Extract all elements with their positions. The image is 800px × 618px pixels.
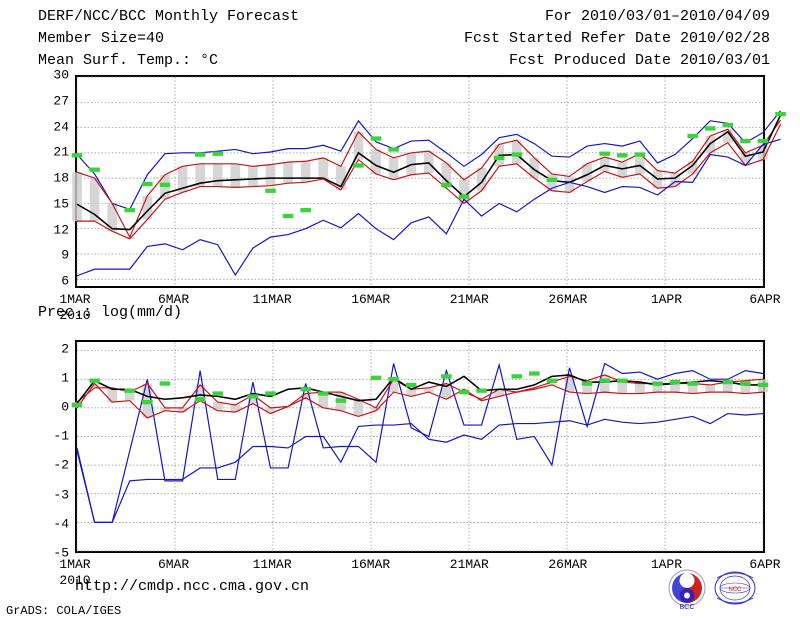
y-axis-tick-label: 12 — [53, 222, 69, 237]
x-axis-tick-label[interactable]: 26MAR — [548, 292, 587, 307]
ncc-text-label: NCC — [729, 587, 743, 593]
fcst-produced-label: Fcst Produced Date 2010/03/01 — [509, 52, 770, 69]
x-axis-tick-label[interactable]: 21MAR — [450, 557, 489, 572]
y-axis-tick-label: 0 — [61, 400, 69, 415]
fcst-started-label: Fcst Started Refer Date 2010/02/28 — [464, 30, 770, 47]
y-axis-tick-label: 18 — [53, 171, 69, 186]
temperature-chart-panel: 6 9 12 15 18 21 24 27 30 1MAR 2010 6MAR 11MAR 16MAR 2… — [75, 75, 765, 288]
x-axis-tick-label[interactable]: 6APR — [749, 292, 780, 307]
chart-title: DERF/NCC/BCC Monthly Forecast — [38, 8, 299, 25]
x-axis-tick-label[interactable]: 1APR — [651, 292, 682, 307]
x-axis-tick-label[interactable]: 6MAR — [158, 557, 189, 572]
mean-surf-label: Mean Surf. Temp.: °C — [38, 52, 218, 69]
footer-grads-label: GrADS: COLA/IGES — [6, 604, 121, 618]
y-axis-tick-label: -1 — [53, 429, 69, 444]
y-axis-tick-label: 15 — [53, 196, 69, 211]
y-axis-tick-label: 27 — [53, 93, 69, 108]
prec-label: Prec.: log(mm/d) — [38, 304, 182, 321]
precipitation-chart-panel: -5 -4 -3 -2 -1 0 1 2 1MAR 2010 6MAR 11MAR 16MAR 21MA… — [75, 340, 765, 553]
x-axis-tick-label[interactable]: 16MAR — [351, 292, 390, 307]
x-axis-tick-label[interactable]: 11MAR — [253, 557, 292, 572]
bcc-text-label: BCC — [680, 604, 695, 611]
x-axis-tick-label[interactable]: 21MAR — [450, 292, 489, 307]
organization-logos-svg: BCC NCC — [665, 568, 795, 618]
y-axis-tick-label: 2 — [61, 341, 69, 356]
x-axis-tick-label[interactable]: 16MAR — [351, 557, 390, 572]
y-axis-tick-label: -2 — [53, 458, 69, 473]
y-axis-tick-label: 1 — [61, 370, 69, 385]
for-date-label: For 2010/03/01–2010/04/09 — [545, 8, 770, 25]
y-axis-tick-label: 21 — [53, 145, 69, 160]
member-size-label: Member Size=40 — [38, 30, 164, 47]
y-axis-tick-label: -4 — [53, 516, 69, 531]
x-axis-tick-label[interactable]: 1MAR — [59, 557, 90, 572]
temperature-x-axis-labels[interactable]: 1MAR 2010 6MAR 11MAR 16MAR 21MAR 26MAR 1APR 6APR — [75, 75, 765, 288]
bcc-logo-icon: BCC — [669, 570, 705, 611]
y-axis-tick-label: 6 — [61, 274, 69, 289]
y-axis-tick-label: -3 — [53, 487, 69, 502]
x-axis-tick-label[interactable]: 26MAR — [548, 557, 587, 572]
y-axis-tick-label: 24 — [53, 119, 69, 134]
ncc-logo-icon: NCC — [715, 572, 755, 604]
logo-container: BCC NCC — [665, 568, 795, 618]
footer-link[interactable]: http://cmdp.ncc.cma.gov.cn — [75, 578, 309, 595]
x-axis-tick-label[interactable]: 11MAR — [253, 292, 292, 307]
precipitation-x-axis-labels[interactable]: 1MAR 2010 6MAR 11MAR 16MAR 21MAR 26MAR 1APR 6APR — [75, 340, 765, 553]
y-axis-tick-label: 30 — [53, 68, 69, 83]
y-axis-tick-label: 9 — [61, 248, 69, 263]
